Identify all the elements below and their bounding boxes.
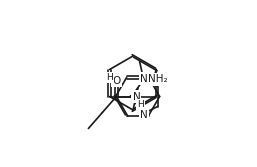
Text: H: H: [137, 100, 144, 109]
Text: N: N: [133, 92, 140, 102]
Text: NH₂: NH₂: [148, 74, 168, 85]
Text: H: H: [106, 73, 113, 82]
Text: N: N: [140, 110, 148, 120]
Text: O: O: [112, 75, 121, 86]
Text: N: N: [140, 73, 148, 84]
